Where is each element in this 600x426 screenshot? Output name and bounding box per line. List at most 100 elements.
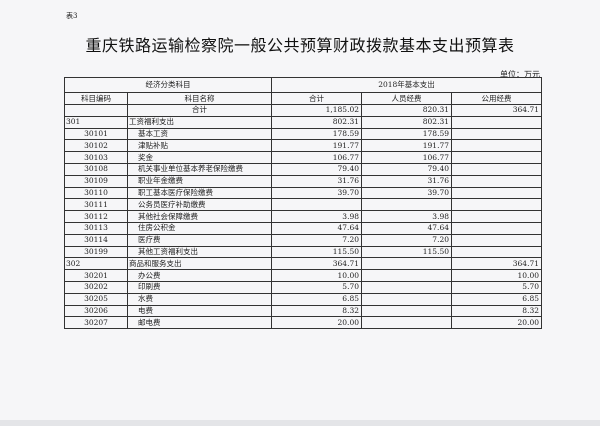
cell-personnel [361,292,452,306]
cell-public: 6.85 [451,292,542,306]
cell-public [451,115,542,129]
cell-code: 302 [64,257,128,271]
table-row: 30207 邮电费 20.00 20.00 [64,316,542,330]
cell-code: 30102 [64,139,128,153]
cell-personnel: 39.70 [361,186,452,200]
table-row: 30103 奖金 106.77 106.77 [64,151,542,164]
header-personnel: 人员经费 [361,92,452,105]
cell-total: 10.00 [271,269,362,282]
table-row: 301 工资福利支出 802.31 802.31 [64,115,542,129]
cell-public [451,186,542,200]
cell-name: 基本工资 [127,127,272,141]
cell-code: 30207 [64,316,128,330]
cell-personnel [361,304,452,318]
cell-total: 191.77 [271,139,362,153]
cell-code: 30201 [64,269,128,282]
table-row: 30111 公务员医疗补助缴费 [64,198,542,212]
cell-total: 802.31 [271,115,362,129]
cell-public: 364.71 [451,257,542,271]
cell-public [451,233,542,247]
cell-code: 30113 [64,221,128,235]
cell-personnel: 115.50 [361,245,452,259]
table-row: 30199 其他工资福利支出 115.50 115.50 [64,245,542,259]
header-public: 公用经费 [451,92,542,105]
cell-public [451,127,542,141]
cell-personnel: 31.76 [361,174,452,188]
cell-name: 工资福利支出 [127,115,272,129]
cell-name: 水费 [127,292,272,306]
cell-total: 39.70 [271,186,362,200]
cell-code: 30112 [64,210,128,223]
table-row: 30110 职工基本医疗保险缴费 39.70 39.70 [64,186,542,200]
cell-total: 5.70 [271,280,362,294]
cell-name: 其他社会保障缴费 [127,210,272,223]
cell-name: 其他工资福利支出 [127,245,272,259]
cell-name: 奖金 [127,151,272,164]
cell-code: 30111 [64,198,128,212]
cell-total: 3.98 [271,210,362,223]
cell-personnel: 178.59 [361,127,452,141]
header-2018-basic-expenditure: 2018年基本支出 [271,77,542,93]
cell-code: 30205 [64,292,128,306]
cell-name: 津贴补贴 [127,139,272,153]
cell-name: 职业年金缴费 [127,174,272,188]
cell-public: 5.70 [451,280,542,294]
cell-name: 医疗费 [127,233,272,247]
cell-name: 商品和服务支出 [127,257,272,271]
cell-personnel [361,269,452,282]
cell-total: 20.00 [271,316,362,330]
table-row: 302 商品和服务支出 364.71 364.71 [64,257,542,271]
cell-code: 30108 [64,162,128,176]
table-row: 30113 住房公积金 47.64 47.64 [64,221,542,235]
table-row: 30205 水费 6.85 6.85 [64,292,542,306]
table-row: 30102 津贴补贴 191.77 191.77 [64,139,542,153]
cell-code: 30206 [64,304,128,318]
cell-public [451,198,542,212]
cell-name: 印刷费 [127,280,272,294]
cell-public [451,139,542,153]
cell-personnel: 47.64 [361,221,452,235]
table-row: 30114 医疗费 7.20 7.20 [64,233,542,247]
cell-name: 住房公积金 [127,221,272,235]
cell-public: 364.71 [451,104,542,117]
cell-public [451,245,542,259]
cell-code: 30103 [64,151,128,164]
cell-total: 106.77 [271,151,362,164]
cell-public [451,151,542,164]
table-row: 30108 机关事业单位基本养老保险缴费 79.40 79.40 [64,162,542,176]
table-row: 30202 印刷费 5.70 5.70 [64,280,542,294]
cell-total: 115.50 [271,245,362,259]
cell-total: 79.40 [271,162,362,176]
cell-code: 30101 [64,127,128,141]
document-title: 重庆铁路运输检察院一般公共预算财政拨款基本支出预算表 [85,36,515,55]
cell-personnel [361,280,452,294]
cell-public [451,162,542,176]
cell-total: 31.76 [271,174,362,188]
header-group-row: 经济分类科目 2018年基本支出 [64,77,542,93]
table-row: 30201 办公费 10.00 10.00 [64,269,542,282]
cell-total: 6.85 [271,292,362,306]
cell-public [451,174,542,188]
cell-code: 30109 [64,174,128,188]
cell-personnel: 191.77 [361,139,452,153]
cell-code: 30114 [64,233,128,247]
cell-personnel [361,198,452,212]
cell-name: 邮电费 [127,316,272,330]
header-total: 合计 [271,92,362,105]
scan-edge [0,420,600,426]
header-column-row: 科目编码 科目名称 合计 人员经费 公用经费 [64,92,542,105]
cell-personnel: 802.31 [361,115,452,129]
cell-total: 7.20 [271,233,362,247]
cell-personnel: 106.77 [361,151,452,164]
cell-total: 364.71 [271,257,362,271]
unit-label: 单位：万元 [500,70,540,79]
cell-public: 10.00 [451,269,542,282]
cell-personnel: 820.31 [361,104,452,117]
table-row: 30112 其他社会保障缴费 3.98 3.98 [64,210,542,223]
cell-name: 电费 [127,304,272,318]
table-row: 30109 职业年金缴费 31.76 31.76 [64,174,542,188]
cell-code: 30199 [64,245,128,259]
cell-personnel: 7.20 [361,233,452,247]
header-economic-classification: 经济分类科目 [64,77,272,93]
